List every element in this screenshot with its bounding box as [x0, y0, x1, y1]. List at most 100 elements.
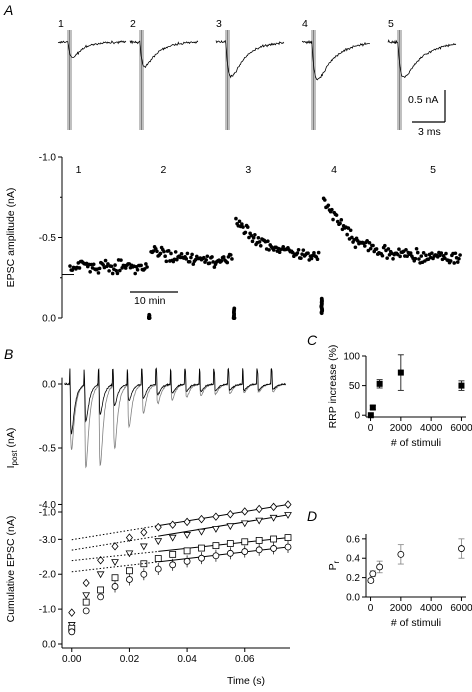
a-time-point-seg3: [258, 243, 263, 248]
a-time-point-seg4: [414, 246, 419, 251]
a-time-point-seg1: [107, 269, 111, 273]
d-ylabel-sub: r: [332, 560, 341, 563]
a-time-point-seg2: [169, 251, 173, 256]
a-time-point-seg4: [398, 254, 402, 259]
a-time-point-seg3: [237, 219, 242, 224]
a-time-point-seg1: [77, 266, 82, 270]
c-point: [369, 404, 376, 411]
a-time-point-seg3: [299, 256, 303, 260]
d-ylabel: Pr: [327, 560, 341, 570]
a-time-point-seg1: [96, 271, 101, 275]
c-rrp-chart: 0 50 100 0 2000 4000 6000 # of stimuli RRP incre…: [327, 345, 472, 449]
a-time-point-seg4: [417, 257, 421, 261]
b-cum-point-diamond: [82, 578, 90, 588]
a-time-point-seg3: [249, 233, 254, 238]
b-cum-xtick-label: 0.06: [235, 654, 255, 665]
b-ipost-ytick-label: -1.0: [39, 508, 57, 519]
a-time-point-seg1: [139, 263, 143, 268]
d-xtick-label: 6000: [450, 603, 472, 614]
b-cum-ytick-label: -4.0: [39, 500, 57, 511]
b-cum-point-circle: [140, 570, 148, 578]
a-time-point-seg1: [106, 262, 110, 266]
a-time-point-seg1: [123, 266, 128, 270]
a-time-point-seg2: [179, 251, 184, 256]
a-time-point-seg4: [363, 244, 367, 248]
a-time-scalebar-label: 10 min: [134, 295, 166, 307]
a-time-segment-label-3: 3: [245, 164, 251, 176]
a-time-point-seg1: [113, 263, 117, 267]
b-cum-point-diamond: [154, 522, 162, 532]
a-time-point-seg4: [383, 243, 387, 248]
a-time-point-seg4: [334, 213, 339, 217]
b-cum-point-square: [97, 586, 104, 594]
a-time-point-seg3: [296, 247, 301, 252]
d-point: [369, 570, 377, 578]
a-time-point-seg3: [295, 251, 300, 255]
b-cum-point-diamond: [111, 542, 119, 551]
a-time-point-seg2: [219, 259, 224, 263]
c-xtick-label: 4000: [420, 423, 443, 434]
b-cum-point-triangle: [226, 523, 235, 531]
a-time-segment-label-1: 1: [76, 164, 82, 176]
a-time-point-seg2: [205, 254, 210, 259]
trace-label-4: 4: [302, 18, 308, 30]
d-xtick-label: 4000: [420, 603, 443, 614]
a-time-point-seg2: [158, 251, 163, 256]
b-ipost-chart: 0.0 -0.5 -1.0 Ipost (nA): [5, 367, 286, 519]
b-cum-ytick-label: 0.0: [42, 640, 56, 651]
trace-4: [301, 39, 370, 81]
b-cum-point-square: [169, 550, 177, 558]
b-cum-point-triangle: [269, 514, 278, 522]
c-point: [458, 382, 465, 389]
b-cum-point-square: [183, 547, 191, 555]
a-time-point-seg2: [211, 260, 215, 264]
a-time-point-seg1: [118, 268, 122, 273]
a-time-point-seg4: [439, 251, 444, 255]
c-xtick-label: 0: [368, 423, 374, 434]
a-time-point-seg2: [228, 253, 233, 257]
a-time-point-seg4: [391, 256, 395, 261]
b-cum-fit-dotted-triangle: [71, 535, 159, 551]
b-cum-point-diamond: [169, 520, 177, 529]
a-time-point-seg1: [114, 268, 119, 273]
b-cum-point-square: [111, 574, 119, 582]
b-cum-point-circle: [241, 548, 249, 555]
b-cum-point-diamond: [97, 556, 105, 565]
trace-label-1: 1: [58, 18, 64, 30]
b-cum-point-triangle: [212, 526, 220, 533]
b-cum-point-diamond: [270, 502, 278, 512]
d-xlabel: # of stimuli: [391, 617, 441, 629]
a-time-point-seg4: [350, 235, 354, 240]
a-time-point-seg3: [309, 256, 314, 261]
a-time-segment-label-5: 5: [430, 164, 436, 176]
a-time-point-seg2: [163, 254, 167, 259]
a-time-point-seg1: [115, 271, 120, 276]
a-scalebar-time-label: 3 ms: [418, 126, 441, 138]
b-cum-point-circle: [270, 545, 277, 552]
a-time-point-seg2: [207, 261, 212, 265]
a-time-point-seg4: [353, 245, 358, 250]
b-ipost-trace-gray: [64, 367, 286, 469]
a-time-point-seg4: [453, 251, 458, 256]
d-ytick-label: 0.6: [346, 534, 360, 545]
panel-label-b: B: [4, 346, 13, 362]
b-cum-point-circle: [169, 561, 177, 569]
trace-3: [215, 39, 285, 79]
b-ipost-ylabel-sub: post: [10, 450, 19, 466]
b-cum-point-square: [241, 538, 249, 546]
a-time-train-point-4: [319, 311, 324, 316]
a-time-point-seg2: [184, 257, 189, 261]
b-cum-point-triangle: [96, 571, 105, 579]
a-time-point-seg4: [331, 217, 335, 222]
b-cum-fit-dotted-diamond: [71, 525, 159, 541]
trace-label-3: 3: [216, 18, 222, 30]
b-cum-point-triangle: [111, 559, 119, 567]
b-cum-point-diamond: [284, 500, 292, 509]
panel-label-a: A: [3, 2, 13, 18]
a-time-point-seg3: [245, 225, 250, 229]
c-ytick-label: 0: [354, 411, 360, 422]
a-time-point-seg1: [145, 265, 149, 269]
a-time-point-seg1: [109, 264, 114, 269]
a-time-point-seg2: [204, 258, 208, 262]
c-point: [367, 412, 374, 419]
